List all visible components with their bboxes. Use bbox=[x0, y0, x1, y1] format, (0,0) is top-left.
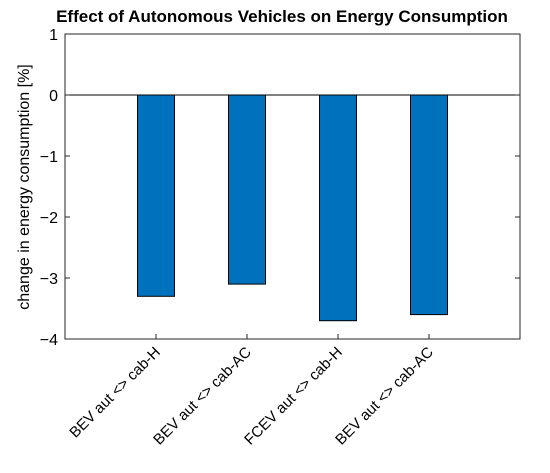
y-tick-label: 0 bbox=[49, 88, 58, 105]
y-axis-label: change in energy consumption [%] bbox=[16, 64, 33, 309]
y-tick-label: 1 bbox=[49, 27, 58, 44]
x-tick-label: BEV aut <> cab-AC bbox=[332, 344, 437, 449]
y-tick-label: −4 bbox=[40, 332, 58, 349]
y-tick-label: −1 bbox=[40, 149, 58, 166]
x-tick-label: BEV aut <> cab-H bbox=[66, 344, 164, 442]
bar-4 bbox=[410, 94, 448, 316]
y-tick-label: −3 bbox=[40, 271, 58, 288]
x-tick-label: FCEV aut <> cab-H bbox=[241, 344, 346, 449]
y-tick-label: −2 bbox=[40, 210, 58, 227]
x-tick-label: BEV aut <> cab-AC bbox=[150, 344, 255, 449]
plot-area-frame bbox=[64, 33, 521, 340]
chart-title: Effect of Autonomous Vehicles on Energy … bbox=[56, 7, 508, 26]
bars-group bbox=[137, 94, 448, 322]
bar-3 bbox=[319, 94, 357, 322]
bar-1 bbox=[137, 94, 175, 297]
bar-2 bbox=[228, 94, 266, 285]
